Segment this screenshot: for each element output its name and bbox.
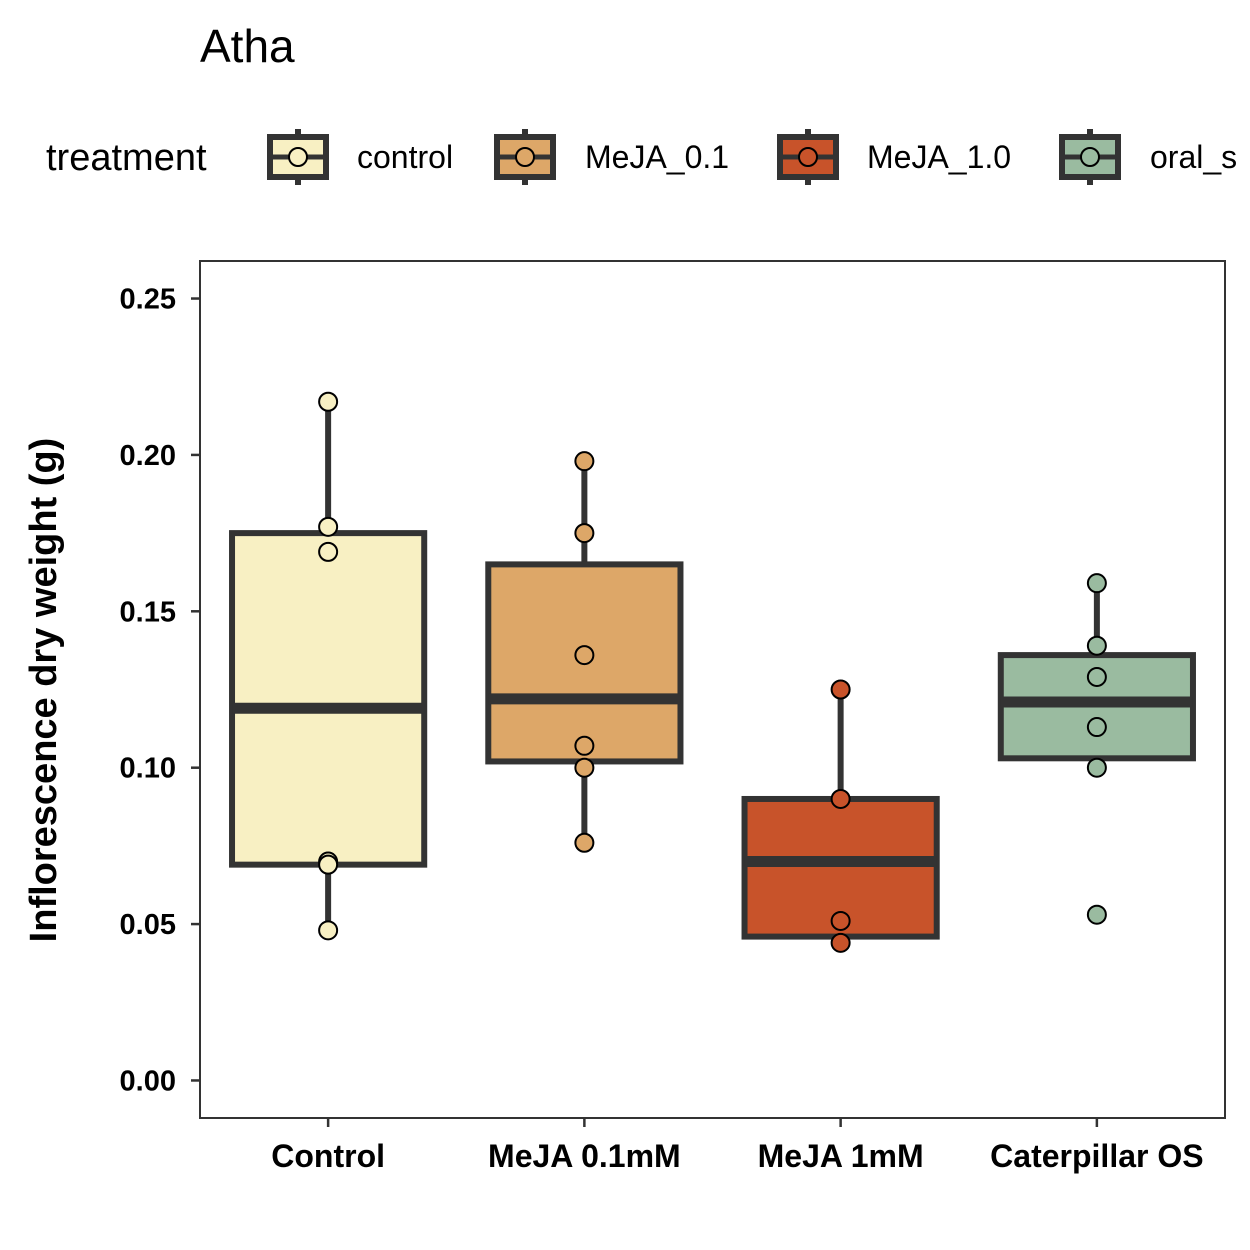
chart-title: Atha [200,20,295,72]
y-tick-label: 0.05 [120,909,176,941]
data-point [574,832,595,853]
legend-item-3: oral_s [1059,129,1237,185]
legend-key-point [515,147,535,167]
legend-key-point [288,147,308,167]
y-tick-label: 0.00 [120,1065,176,1097]
y-tick-label: 0.10 [120,753,176,785]
legend: treatment control MeJA_0.1 MeJA_1.0 oral_s [46,129,1237,185]
legend-label: oral_s [1150,139,1237,175]
data-point [830,679,851,700]
data-point [1086,666,1107,687]
y-tick-label: 0.25 [120,284,176,316]
data-point [574,645,595,666]
legend-label: control [357,139,453,175]
legend-label: MeJA_0.1 [585,139,729,175]
box-group-1 [485,451,684,853]
legend-key-point [1080,147,1100,167]
x-tick-label: MeJA 0.1mM [488,1138,681,1174]
legend-item-2: MeJA_1.0 [777,129,1011,185]
box-group-2 [741,679,940,953]
y-tick-label: 0.15 [120,596,176,628]
boxes [229,391,1196,953]
legend-item-1: MeJA_0.1 [494,129,729,185]
data-point [318,541,339,562]
box-group-3 [997,573,1196,925]
data-point [1086,757,1107,778]
legend-title: treatment [46,137,207,179]
x-tick-label: Caterpillar OS [990,1138,1203,1174]
data-point [1086,573,1107,594]
y-axis-title: Inflorescence dry weight (g) [23,438,65,943]
data-point [574,757,595,778]
y-tick-label: 0.20 [120,440,176,472]
x-axis: Control MeJA 0.1mM MeJA 1mM Caterpillar OS [271,1118,1204,1174]
legend-item-0: control [267,129,453,185]
data-point [830,932,851,953]
iqr-box [229,530,428,868]
data-point [318,920,339,941]
legend-key-point [798,147,818,167]
data-point [574,735,595,756]
x-tick-label: MeJA 1mM [758,1138,924,1174]
legend-label: MeJA_1.0 [867,139,1011,175]
data-point [1086,904,1107,925]
data-point [318,854,339,875]
data-point [318,391,339,412]
data-point [574,451,595,472]
data-point [1086,717,1107,738]
box-group-0 [229,391,428,941]
y-axis: 0.00 0.05 0.10 0.15 0.20 0.25 [120,284,200,1097]
x-tick-label: Control [271,1138,385,1174]
data-point [1086,635,1107,656]
data-point [318,516,339,537]
data-point [830,788,851,809]
data-point [830,910,851,931]
data-point [574,523,595,544]
